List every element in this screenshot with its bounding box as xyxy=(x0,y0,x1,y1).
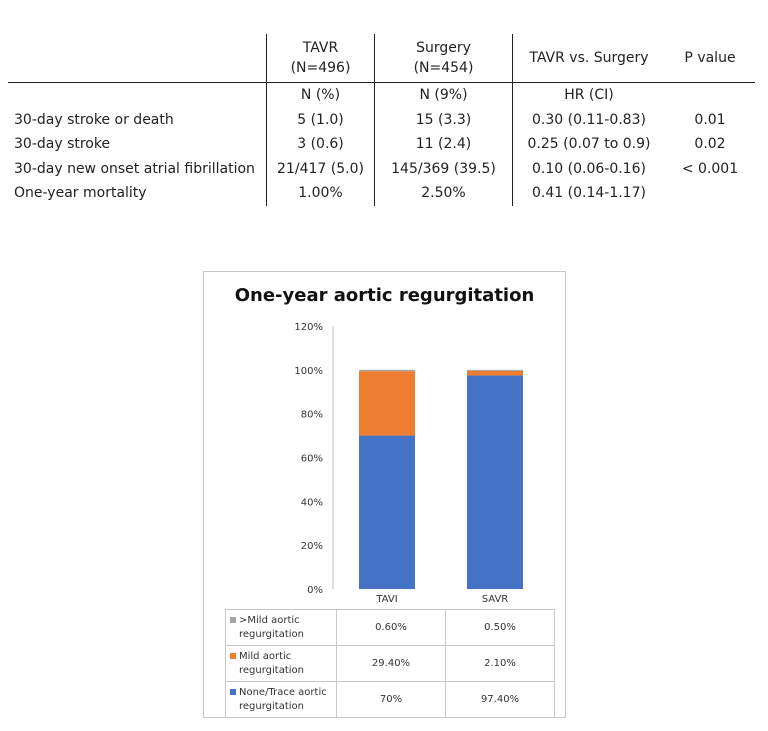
y-tick-label: 60% xyxy=(301,454,323,465)
bar-savr-series-2 xyxy=(467,369,523,371)
row-tavr: 21/417 (5.0) xyxy=(266,156,375,181)
x-category-label: TAVI xyxy=(375,594,397,605)
table-header-row: TAVR (N=496) Surgery (N=454) TAVR vs. Surg… xyxy=(8,34,755,83)
table-subheader-row: N (%) N (9%) HR (CI) xyxy=(8,82,755,108)
bar-tavi-series-1 xyxy=(359,371,415,436)
row-tavr: 3 (0.6) xyxy=(266,132,375,157)
y-tick-label: 80% xyxy=(301,410,323,421)
table-row: One-year mortality 1.00% 2.50% 0.41 (0.1… xyxy=(8,181,755,206)
chart-title: One-year aortic regurgitation xyxy=(234,285,535,306)
header-surgery-name: Surgery xyxy=(416,40,471,56)
row-label: 30-day stroke or death xyxy=(14,111,174,128)
x-category-label: SAVR xyxy=(482,594,509,605)
header-tavr-name: TAVR xyxy=(302,40,339,56)
header-surgery: Surgery (N=454) xyxy=(374,34,513,83)
data-table-value: 70% xyxy=(336,681,446,718)
header-comparison: TAVR vs. Surgery xyxy=(512,34,665,83)
row-tavr: 1.00% xyxy=(266,181,375,206)
subheader-surgery: N (9%) xyxy=(374,82,513,108)
data-table-value: 0.60% xyxy=(336,609,446,646)
results-table: TAVR (N=496) Surgery (N=454) TAVR vs. Surg… xyxy=(8,34,755,206)
row-surgery: 145/369 (39.5) xyxy=(374,156,513,181)
row-label: 30-day stroke xyxy=(14,136,111,153)
row-surgery: 11 (2.4) xyxy=(374,132,513,157)
chart-frame: One-year aortic regurgitation 0% 20% 40% 60… xyxy=(203,271,566,718)
row-surgery: 15 (3.3) xyxy=(374,107,513,132)
row-tavr: 5 (1.0) xyxy=(266,107,375,132)
chart-plot: 0% 20% 40% 60% 80% 100% 120% TAVI SAVR xyxy=(294,322,523,605)
legend-label: >Mild aortic regurgitation xyxy=(227,614,335,642)
subheader-p xyxy=(665,83,755,108)
legend-label: Mild aortic regurgitation xyxy=(227,650,335,678)
data-table-value: 97.40% xyxy=(445,681,555,718)
legend-line2: regurgitation xyxy=(239,700,304,712)
subheader-empty-cell xyxy=(8,83,267,108)
legend-swatch-gt-mild xyxy=(230,617,236,623)
y-tick-label: 40% xyxy=(301,497,323,508)
chart-data-table: >Mild aortic regurgitation 0.60% 0.50% Mi… xyxy=(225,609,555,718)
bar-tavi-series-0 xyxy=(359,435,415,589)
header-tavr: TAVR (N=496) xyxy=(266,34,375,83)
row-hr: 0.10 (0.06-0.16) xyxy=(512,156,665,181)
row-surgery: 2.50% xyxy=(374,181,513,206)
data-table-row: Mild aortic regurgitation 29.40% 2.10% xyxy=(225,645,555,682)
data-table-row: None/Trace aortic regurgitation 70% 97.40… xyxy=(225,681,555,718)
data-table-legend-cell: Mild aortic regurgitation xyxy=(225,645,337,682)
row-hr: 0.30 (0.11-0.83) xyxy=(512,107,665,132)
y-tick-label: 100% xyxy=(294,366,323,377)
legend-swatch-mild xyxy=(230,653,236,659)
legend-line1: >Mild aortic xyxy=(239,614,300,626)
header-p-value: P value xyxy=(684,50,736,66)
subheader-tavr: N (%) xyxy=(266,82,375,108)
data-table-value: 0.50% xyxy=(445,609,555,646)
y-tick-label: 0% xyxy=(307,585,323,596)
table-row: 30-day stroke or death 5 (1.0) 15 (3.3) … xyxy=(8,107,755,132)
header-empty-cell xyxy=(8,34,267,83)
row-p xyxy=(665,181,755,206)
data-table-row: >Mild aortic regurgitation 0.60% 0.50% xyxy=(225,609,555,646)
legend-label: None/Trace aortic regurgitation xyxy=(227,686,335,714)
subheader-hr: HR (CI) xyxy=(512,82,665,108)
table-row: 30-day new onset atrial fibrillation 21/… xyxy=(8,156,755,181)
row-hr: 0.41 (0.14-1.17) xyxy=(512,181,665,206)
bar-savr-series-1 xyxy=(467,370,523,376)
bar-tavi-series-2 xyxy=(359,369,415,372)
data-table-legend-cell: >Mild aortic regurgitation xyxy=(225,609,337,646)
row-label: One-year mortality xyxy=(14,185,147,202)
row-label: 30-day new onset atrial fibrillation xyxy=(14,160,255,177)
table-row: 30-day stroke 3 (0.6) 11 (2.4) 0.25 (0.0… xyxy=(8,132,755,157)
data-table-value: 2.10% xyxy=(445,645,555,682)
data-table-legend-cell: None/Trace aortic regurgitation xyxy=(225,681,337,718)
row-p: 0.01 xyxy=(694,111,726,128)
row-hr: 0.25 (0.07 to 0.9) xyxy=(512,132,665,157)
row-p: 0.02 xyxy=(694,136,726,153)
bar-savr-series-0 xyxy=(467,375,523,589)
y-tick-label: 20% xyxy=(301,541,323,552)
y-tick-label: 120% xyxy=(294,322,323,333)
legend-line2: regurgitation xyxy=(239,628,304,640)
header-surgery-n: (N=454) xyxy=(413,60,474,76)
header-tavr-n: (N=496) xyxy=(290,60,351,76)
legend-line2: regurgitation xyxy=(239,664,304,676)
row-p: < 0.001 xyxy=(681,160,739,177)
legend-swatch-none-trace xyxy=(230,689,236,695)
data-table-value: 29.40% xyxy=(336,645,446,682)
legend-line1: None/Trace aortic xyxy=(239,686,327,698)
legend-line1: Mild aortic xyxy=(239,650,292,662)
